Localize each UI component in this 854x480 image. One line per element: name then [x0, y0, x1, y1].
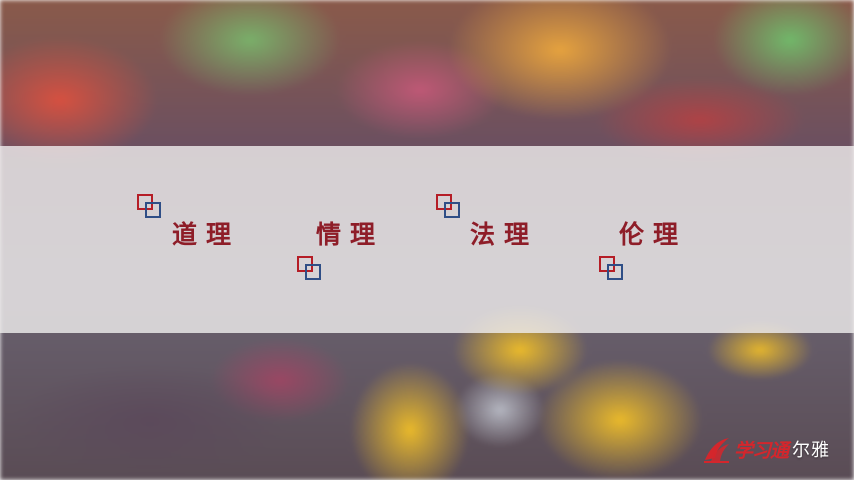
item-qingli: 情理: [316, 220, 385, 249]
xuexitong-swoosh-icon: [704, 438, 729, 463]
squares-icon: [436, 194, 464, 222]
squares-icon: [599, 256, 627, 284]
item-lunli: 伦理: [619, 220, 688, 249]
squares-icon: [137, 194, 165, 222]
logo-suffix: 尔雅: [792, 440, 831, 461]
logo-script-text: 学习通: [734, 439, 789, 462]
brand-logo: 学习通 尔雅: [702, 432, 830, 466]
item-daoli: 道理: [172, 220, 241, 249]
squares-icon: [297, 256, 325, 284]
title-band: [0, 146, 854, 333]
item-fali: 法理: [470, 220, 539, 249]
